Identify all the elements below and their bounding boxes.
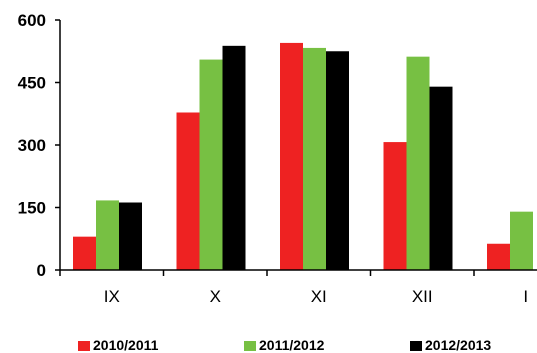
- bar-2012-2013-xii: [429, 86, 453, 271]
- legend-swatch: [78, 341, 90, 351]
- y-tick-label: 600: [18, 11, 46, 30]
- bar-2012-2013-xi: [326, 51, 349, 270]
- x-category-label: IX: [104, 287, 120, 306]
- bars-group: [73, 42, 533, 271]
- bar-2010-2011-xi: [280, 42, 303, 270]
- bar-2011-2012-x: [199, 59, 223, 271]
- x-category-label: XI: [311, 287, 327, 306]
- bar-2012-2013-ix: [119, 202, 142, 270]
- bar-2011-2012-xii: [406, 56, 430, 270]
- y-tick-label: 150: [18, 199, 46, 218]
- y-tick-label: 0: [37, 261, 46, 280]
- bar-2010-2011-x: [176, 112, 200, 270]
- x-ticks-group: IX X XI XII I: [59, 270, 528, 306]
- legend-swatch: [410, 341, 422, 351]
- bar-2011-2012-ix: [96, 200, 119, 270]
- x-category-label: XII: [412, 287, 433, 306]
- bar-2010-2011-i: [487, 243, 510, 270]
- legend: 2010/2011 2011/2012 2012/2013: [78, 337, 491, 353]
- bar-2010-2011-xii: [383, 142, 407, 270]
- bar-2012-2013-x: [222, 45, 246, 271]
- y-tick-label: 450: [18, 74, 46, 93]
- y-tick-label: 300: [18, 136, 46, 155]
- legend-label: 2012/2013: [425, 337, 491, 353]
- legend-swatch: [244, 341, 256, 351]
- x-category-label: X: [210, 287, 221, 306]
- bar-2011-2012-xi: [303, 47, 326, 270]
- legend-label: 2011/2012: [259, 337, 325, 353]
- y-ticks-group: 0 150 300 450 600: [18, 11, 60, 280]
- bar-2010-2011-ix: [73, 236, 96, 270]
- bar-2011-2012-i: [510, 211, 533, 270]
- x-category-label: I: [523, 287, 528, 306]
- legend-label: 2010/2011: [93, 337, 159, 353]
